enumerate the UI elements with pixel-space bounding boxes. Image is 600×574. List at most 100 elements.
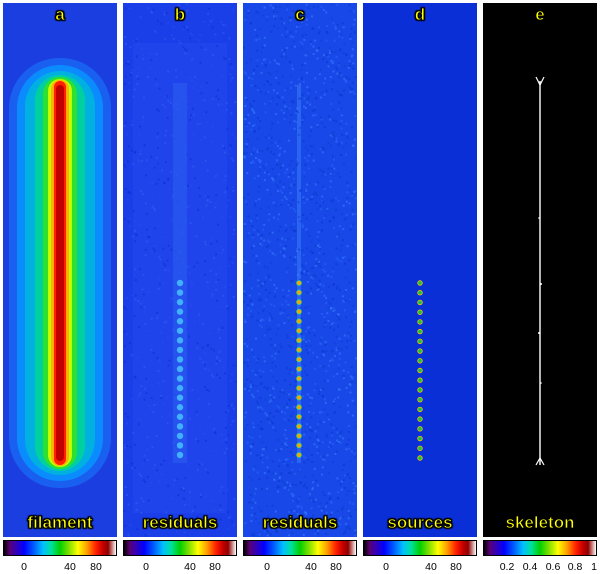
noise-pixel [309,198,312,201]
noise-pixel [332,158,335,161]
noise-pixel [354,456,356,459]
noise-pixel [280,55,283,58]
noise-pixel [273,284,276,287]
noise-pixel [324,344,327,346]
noise-pixel [330,168,333,171]
noise-pixel [257,402,259,405]
noise-pixel [296,524,299,527]
noise-pixel [333,119,336,122]
noise-pixel [322,170,325,173]
noise-pixel [261,428,264,431]
noise-pixel [291,371,294,374]
noise-pixel [349,391,352,394]
noise-pixel [299,336,302,339]
noise-pixel [268,173,270,176]
source-blob [176,308,184,315]
noise-pixel [336,236,339,238]
noise-pixel [351,287,354,290]
noise-pixel [303,461,306,464]
noise-pixel [302,196,305,199]
noise-pixel [281,34,284,37]
noise-pixel [284,195,287,198]
noise-pixel [354,485,357,488]
noise-pixel [336,72,339,75]
noise-pixel [339,49,341,52]
noise-pixel [348,202,351,205]
noise-pixel [274,472,277,475]
noise-pixel [248,476,251,479]
noise-pixel [167,484,170,487]
noise-pixel [226,128,229,131]
noise-pixel [303,266,306,269]
noise-pixel [338,142,340,145]
noise-pixel [306,393,309,396]
noise-pixel [317,260,320,263]
noise-pixel [287,237,290,240]
noise-pixel [313,467,316,470]
noise-pixel [141,121,144,123]
noise-pixel [292,9,295,12]
noise-pixel [162,326,165,329]
noise-pixel [233,419,236,422]
noise-pixel [308,410,311,413]
noise-pixel [284,27,287,30]
noise-pixel [229,424,232,427]
noise-pixel [329,46,332,49]
noise-pixel [274,290,277,293]
noise-pixel [268,311,271,314]
noise-pixel [300,77,303,80]
noise-pixel [290,514,293,517]
noise-pixel [280,448,283,451]
noise-pixel [284,442,286,445]
noise-pixel [347,335,350,338]
noise-pixel [338,318,341,321]
noise-pixel [278,153,281,156]
noise-pixel [297,215,300,218]
noise-pixel [226,205,229,208]
noise-pixel [350,170,353,173]
noise-pixel [233,256,236,259]
noise-pixel [271,122,274,125]
noise-pixel [160,169,163,172]
noise-pixel [337,525,340,528]
noise-pixel [303,434,306,437]
noise-pixel [220,245,222,248]
noise-pixel [251,502,254,505]
noise-pixel [244,96,247,99]
noise-pixel [246,364,249,367]
noise-pixel [278,480,281,482]
noise-pixel [267,90,270,93]
noise-pixel [289,121,292,124]
noise-pixel [251,313,254,316]
noise-pixel [289,482,292,485]
noise-pixel [218,328,221,331]
noise-pixel [166,422,169,425]
noise-pixel [154,30,157,33]
noise-pixel [311,251,314,254]
source-blob [296,452,302,458]
noise-pixel [342,506,344,509]
noise-pixel [335,427,338,430]
noise-pixel [266,387,269,390]
noise-pixel [349,228,352,231]
colorbar-tick-label: 40 [425,561,437,573]
noise-pixel [166,321,169,323]
noise-pixel [291,461,294,464]
noise-pixel [156,357,159,359]
noise-pixel [289,31,292,34]
noise-pixel [162,262,165,265]
noise-pixel [195,235,198,238]
noise-pixel [143,306,146,309]
noise-pixel [287,203,290,206]
colorbar-tick-label: 0 [143,561,149,573]
noise-pixel [289,87,292,90]
noise-pixel [125,62,128,65]
noise-pixel [326,25,329,27]
noise-pixel [321,411,324,413]
noise-pixel [252,124,254,127]
panel-caption: residuals [142,513,218,533]
panel-skeleton: e skeleton [483,3,597,537]
noise-pixel [306,270,308,273]
noise-pixel [143,454,146,457]
noise-pixel [290,492,293,495]
